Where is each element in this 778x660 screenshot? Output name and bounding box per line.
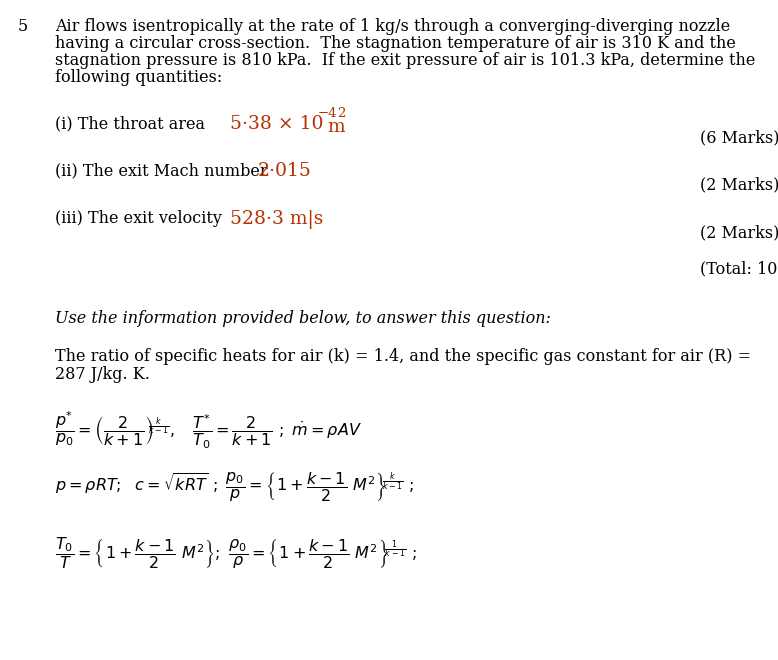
Text: −4: −4 [318,107,338,120]
Text: $\dfrac{T_0}{T} = \left\{1 + \dfrac{k-1}{2}\ M^2\right\};\ \dfrac{\rho_0}{\rho} : $\dfrac{T_0}{T} = \left\{1 + \dfrac{k-1}… [55,535,417,571]
Text: Air flows isentropically at the rate of 1 kg/s through a converging-diverging no: Air flows isentropically at the rate of … [55,18,731,35]
Text: (2 Marks): (2 Marks) [700,224,778,241]
Text: $p = \rho RT;\ \ c = \sqrt{kRT}\ ;\ \dfrac{p_0}{p} = \left\{1 + \dfrac{k-1}{2}\ : $p = \rho RT;\ \ c = \sqrt{kRT}\ ;\ \dfr… [55,470,414,503]
Text: having a circular cross-section.  The stagnation temperature of air is 310 K and: having a circular cross-section. The sta… [55,35,736,52]
Text: 5: 5 [18,18,28,35]
Text: (ii) The exit Mach number: (ii) The exit Mach number [55,162,268,179]
Text: following quantities:: following quantities: [55,69,223,86]
Text: stagnation pressure is 810 kPa.  If the exit pressure of air is 101.3 kPa, deter: stagnation pressure is 810 kPa. If the e… [55,52,755,69]
Text: (i) The throat area: (i) The throat area [55,115,205,132]
Text: $\dfrac{p^{*}}{p_0} = \left(\dfrac{2}{k+1}\right)^{\!\!\!\frac{k}{k-1}},\quad \d: $\dfrac{p^{*}}{p_0} = \left(\dfrac{2}{k+… [55,410,362,451]
Text: 5·38 × 10: 5·38 × 10 [230,115,324,133]
Text: Use the information provided below, to answer this question:: Use the information provided below, to a… [55,310,551,327]
Text: 528·3 m|s: 528·3 m|s [230,210,324,229]
Text: 2·015: 2·015 [258,162,312,180]
Text: (iii) The exit velocity: (iii) The exit velocity [55,210,222,227]
Text: 2: 2 [337,107,345,120]
Text: (2 Marks): (2 Marks) [700,176,778,193]
Text: The ratio of specific heats for air (k) = 1.4, and the specific gas constant for: The ratio of specific heats for air (k) … [55,348,751,365]
Text: (6 Marks): (6 Marks) [700,129,778,146]
Text: m: m [327,118,345,136]
Text: (Total: 10 Marks): (Total: 10 Marks) [700,260,778,277]
Text: 287 J/kg. K.: 287 J/kg. K. [55,366,150,383]
